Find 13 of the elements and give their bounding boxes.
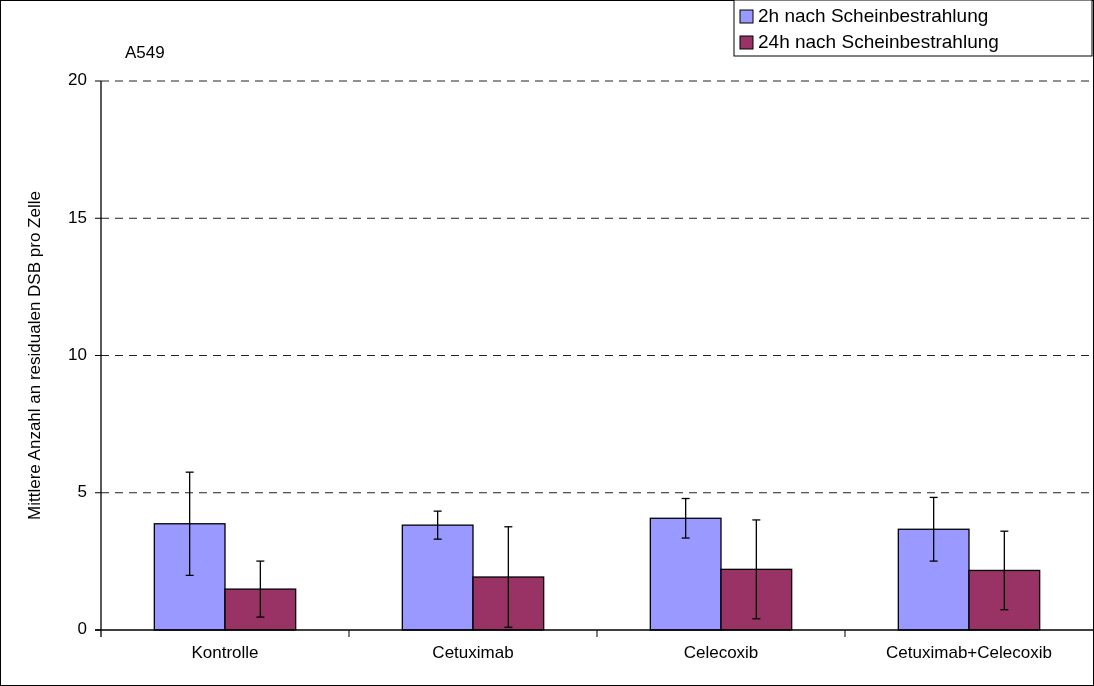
- x-tick-label: Cetuximab: [432, 643, 514, 662]
- y-axis-title: Mittlere Anzahl an residualen DSB pro Zelle: [25, 191, 44, 520]
- y-tick-label: 15: [68, 207, 87, 227]
- x-tick-label: Kontrolle: [191, 643, 259, 662]
- y-tick-label: 0: [77, 619, 87, 639]
- y-tick-label: 10: [68, 344, 87, 364]
- y-tick-label: 20: [68, 70, 87, 90]
- x-tick-label: Celecoxib: [683, 643, 759, 662]
- legend-label: 2h nach Scheinbestrahlung: [758, 5, 989, 27]
- legend-label: 24h nach Scheinbestrahlung: [758, 31, 999, 53]
- y-tick-label: 5: [77, 482, 87, 502]
- chart-title: A549: [125, 43, 165, 62]
- x-tick-label: Cetuximab+Celecoxib: [886, 643, 1052, 662]
